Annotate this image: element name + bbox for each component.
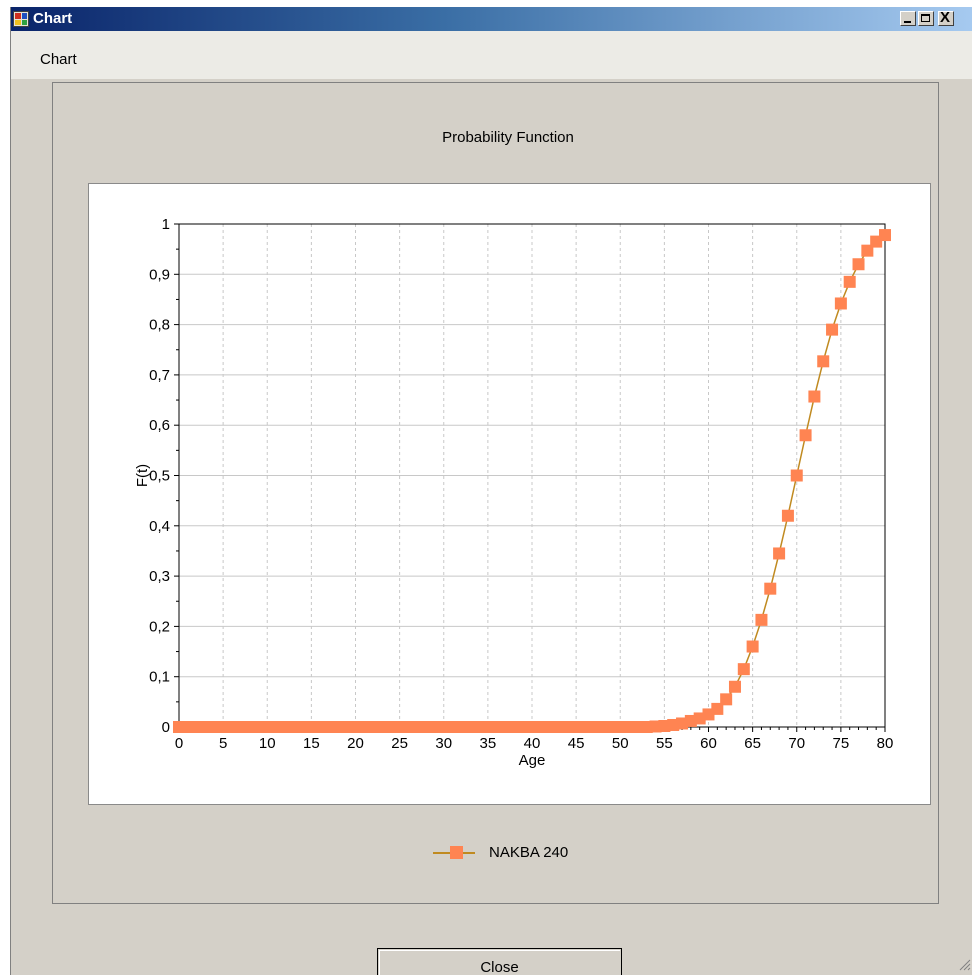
y-tick-label: 0,4 xyxy=(149,518,170,535)
minimize-button[interactable] xyxy=(900,11,916,26)
x-tick-label: 60 xyxy=(700,735,717,752)
menu-item-chart[interactable]: Chart xyxy=(40,51,77,68)
y-tick-label: 0,6 xyxy=(149,417,170,434)
y-tick-label: 0 xyxy=(162,719,170,736)
chart-panel xyxy=(52,82,939,904)
data-point xyxy=(252,721,265,733)
data-point xyxy=(852,258,865,271)
data-point xyxy=(508,721,521,733)
data-point xyxy=(720,693,733,706)
x-tick-label: 5 xyxy=(219,735,227,752)
chart-window: Chart X Chart Probability Function 0 5 10 1… xyxy=(10,7,972,975)
x-tick-label: 50 xyxy=(612,735,629,752)
data-point xyxy=(764,582,777,595)
x-tick-label: 30 xyxy=(435,735,452,752)
series-markers xyxy=(173,229,891,733)
data-point xyxy=(817,355,830,368)
x-tick-label: 65 xyxy=(744,735,761,752)
x-axis-title: Age xyxy=(519,752,546,769)
y-tick-label: 0,7 xyxy=(149,367,170,384)
maximize-icon xyxy=(921,14,930,22)
y-tick-label: 0,1 xyxy=(149,669,170,686)
chart-plot: 0 5 10 15 20 25 30 35 40 45 50 55 60 65 70 75 80 0 0,1 0,2 0… xyxy=(134,216,894,769)
data-point xyxy=(790,469,803,482)
legend-square-marker xyxy=(450,846,463,859)
data-point xyxy=(781,509,794,522)
y-tick-label: 0,3 xyxy=(149,568,170,585)
data-point xyxy=(755,613,768,626)
legend-label: NAKBA 240 xyxy=(489,844,569,861)
close-window-button[interactable]: X xyxy=(938,9,954,26)
y-tick-label: 0,5 xyxy=(149,468,170,485)
maximize-button[interactable] xyxy=(918,11,934,26)
x-tick-label: 0 xyxy=(175,735,183,752)
x-tick-label: 35 xyxy=(480,735,497,752)
data-point xyxy=(879,229,891,242)
resize-grip-icon[interactable] xyxy=(959,959,971,971)
data-point xyxy=(773,547,786,560)
y-tick-label: 1 xyxy=(162,216,170,233)
data-point xyxy=(861,244,874,257)
chart-area: 0 5 10 15 20 25 30 35 40 45 50 55 60 65 70 75 80 0 0,1 0,2 0… xyxy=(88,183,931,805)
x-tick-label: 45 xyxy=(568,735,585,752)
x-tick-label: 25 xyxy=(391,735,408,752)
x-tick-label: 75 xyxy=(833,735,850,752)
data-point xyxy=(728,680,741,693)
x-tick-label: 10 xyxy=(259,735,276,752)
menu-bar: Chart xyxy=(11,31,972,79)
window-title: Chart xyxy=(33,10,73,27)
data-point xyxy=(834,297,847,310)
y-tick-label: 0,8 xyxy=(149,317,170,334)
chart-title: Probability Function xyxy=(442,129,574,146)
minimize-icon xyxy=(904,21,911,23)
data-point xyxy=(746,640,759,653)
x-tick-label: 15 xyxy=(303,735,320,752)
x-tick-label: 20 xyxy=(347,735,364,752)
data-point xyxy=(843,275,856,288)
data-point xyxy=(711,702,724,715)
data-point xyxy=(808,390,821,403)
title-bar[interactable]: Chart X xyxy=(11,7,972,31)
data-point xyxy=(799,429,812,442)
y-tick-label: 0,9 xyxy=(149,266,170,283)
x-tick-label: 80 xyxy=(877,735,894,752)
x-tick-label: 40 xyxy=(524,735,541,752)
y-axis-title: F(t) xyxy=(134,464,151,487)
x-tick-label: 70 xyxy=(788,735,805,752)
close-icon: X xyxy=(940,9,951,26)
y-tick-label: 0,2 xyxy=(149,618,170,635)
close-button[interactable]: Close xyxy=(377,948,622,975)
data-point xyxy=(737,663,750,676)
data-point xyxy=(826,323,839,336)
close-button-label: Close xyxy=(480,959,519,975)
chart-app-icon xyxy=(13,11,29,27)
x-tick-label: 55 xyxy=(656,735,673,752)
